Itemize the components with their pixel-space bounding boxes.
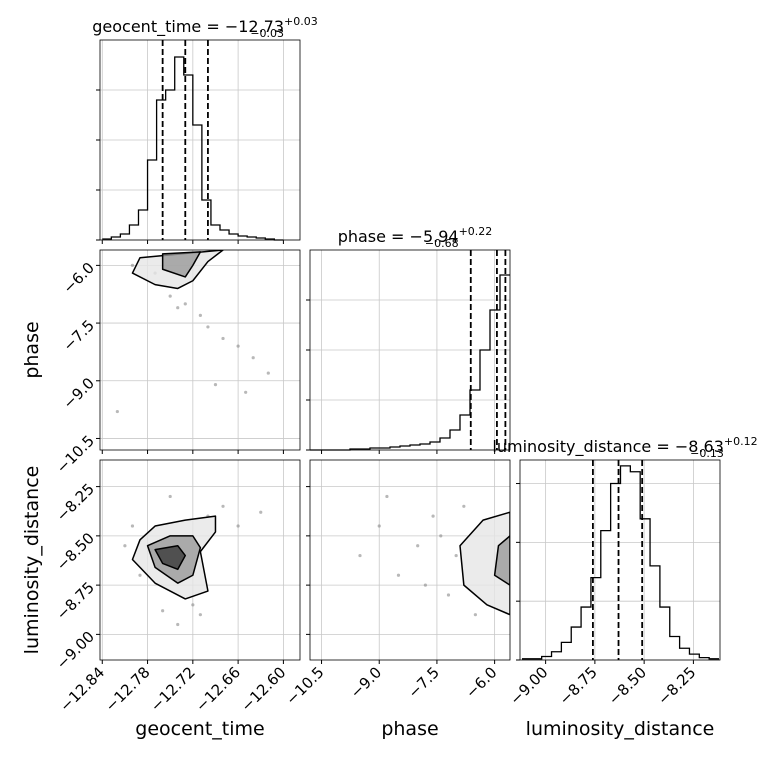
panel-frame xyxy=(99,249,301,451)
histogram xyxy=(310,274,510,451)
panel xyxy=(96,459,301,664)
sample-point xyxy=(473,613,477,617)
x-tick-label: −8.25 xyxy=(654,663,699,708)
sample-point xyxy=(358,553,362,558)
x-tick-label: −8.50 xyxy=(605,663,650,708)
sample-point xyxy=(138,573,142,577)
y-axis-label: phase xyxy=(21,321,43,378)
sample-point xyxy=(416,544,420,548)
title-minus: −0.68 xyxy=(425,237,459,250)
panel xyxy=(516,459,721,664)
x-tick-label: −12.78 xyxy=(102,663,154,715)
sample-point xyxy=(221,504,225,508)
sample-point xyxy=(377,524,381,528)
y-tick-label: −9.0 xyxy=(60,374,98,412)
y-tick-label: −8.25 xyxy=(53,480,98,525)
sample-point xyxy=(130,524,135,528)
title-plus: +0.12 xyxy=(724,435,758,448)
contour xyxy=(154,544,187,571)
y-axis-label: luminosity_distance xyxy=(21,466,43,655)
x-tick-label: −6.0 xyxy=(462,663,500,701)
sample-point xyxy=(396,573,401,577)
sample-point xyxy=(244,390,248,394)
title-plus: +0.03 xyxy=(284,15,318,28)
panel xyxy=(96,39,301,244)
sample-point xyxy=(446,593,451,597)
contour xyxy=(493,535,510,586)
y-tick-label: −9.00 xyxy=(53,628,98,673)
sample-point xyxy=(130,263,135,267)
panel-title: phase = −5.94+0.22 −0.68 xyxy=(338,225,493,250)
sample-point xyxy=(385,494,389,499)
panel-frame xyxy=(99,39,301,241)
panel-data xyxy=(358,494,510,617)
panel-frame xyxy=(99,459,301,661)
panel xyxy=(306,249,511,454)
histogram xyxy=(521,465,720,660)
panel-data xyxy=(115,250,270,414)
x-tick-label: −12.60 xyxy=(237,663,289,715)
y-tick-label: −8.50 xyxy=(53,529,98,574)
panel-data xyxy=(123,494,263,627)
panel-frame xyxy=(519,459,721,661)
title-minus: −0.13 xyxy=(690,447,724,460)
title-main: geocent_time = −12.73 xyxy=(92,17,284,37)
panel-title: luminosity_distance = −8.63+0.12 −0.13 xyxy=(492,435,757,460)
title-plus: +0.22 xyxy=(459,225,493,238)
panel-frame xyxy=(309,249,511,451)
sample-point xyxy=(236,524,240,528)
sample-point xyxy=(423,583,427,587)
x-tick-label: −7.5 xyxy=(404,663,442,701)
x-axis-label: luminosity_distance xyxy=(526,718,715,740)
sample-point xyxy=(236,344,240,348)
sample-point xyxy=(168,294,172,298)
sample-point xyxy=(431,514,435,518)
sample-point xyxy=(462,504,466,508)
sample-point xyxy=(259,510,263,514)
x-axis-label: geocent_time xyxy=(135,718,264,740)
sample-point xyxy=(213,383,218,387)
contour xyxy=(459,511,510,616)
title-main: phase = −5.94 xyxy=(338,227,459,246)
sample-point xyxy=(176,622,180,627)
x-tick-label: −12.72 xyxy=(147,663,199,715)
x-tick-label: −12.66 xyxy=(192,663,244,715)
sample-point xyxy=(198,613,202,617)
sample-point xyxy=(176,306,180,310)
y-tick-label: −10.5 xyxy=(53,432,98,477)
sample-point xyxy=(198,313,202,317)
sample-point xyxy=(266,371,270,375)
sample-point xyxy=(251,356,255,360)
sample-point xyxy=(206,325,210,329)
sample-point xyxy=(439,534,443,538)
x-axis-label: phase xyxy=(381,718,438,740)
sample-point xyxy=(183,302,187,306)
sample-point xyxy=(123,544,127,548)
sample-point xyxy=(454,553,458,558)
x-tick-label: −9.0 xyxy=(347,663,385,701)
contour xyxy=(161,251,202,278)
histogram xyxy=(102,56,284,241)
sample-point xyxy=(115,409,119,414)
panel xyxy=(96,249,301,454)
x-tick-label: −8.75 xyxy=(556,663,601,708)
sample-point xyxy=(191,603,195,607)
sample-point xyxy=(161,609,165,613)
title-main: luminosity_distance = −8.63 xyxy=(492,437,723,457)
y-tick-label: −7.5 xyxy=(60,316,98,354)
sample-point xyxy=(221,336,225,341)
x-tick-label: −9.00 xyxy=(506,663,551,708)
x-tick-label: −10.5 xyxy=(282,663,327,708)
sample-point xyxy=(168,494,172,499)
y-tick-label: −8.75 xyxy=(53,578,98,623)
panel xyxy=(306,459,511,664)
title-minus: −0.03 xyxy=(250,27,284,40)
y-tick-label: −6.0 xyxy=(60,259,98,297)
panel-title: geocent_time = −12.73+0.03 −0.03 xyxy=(92,15,318,40)
